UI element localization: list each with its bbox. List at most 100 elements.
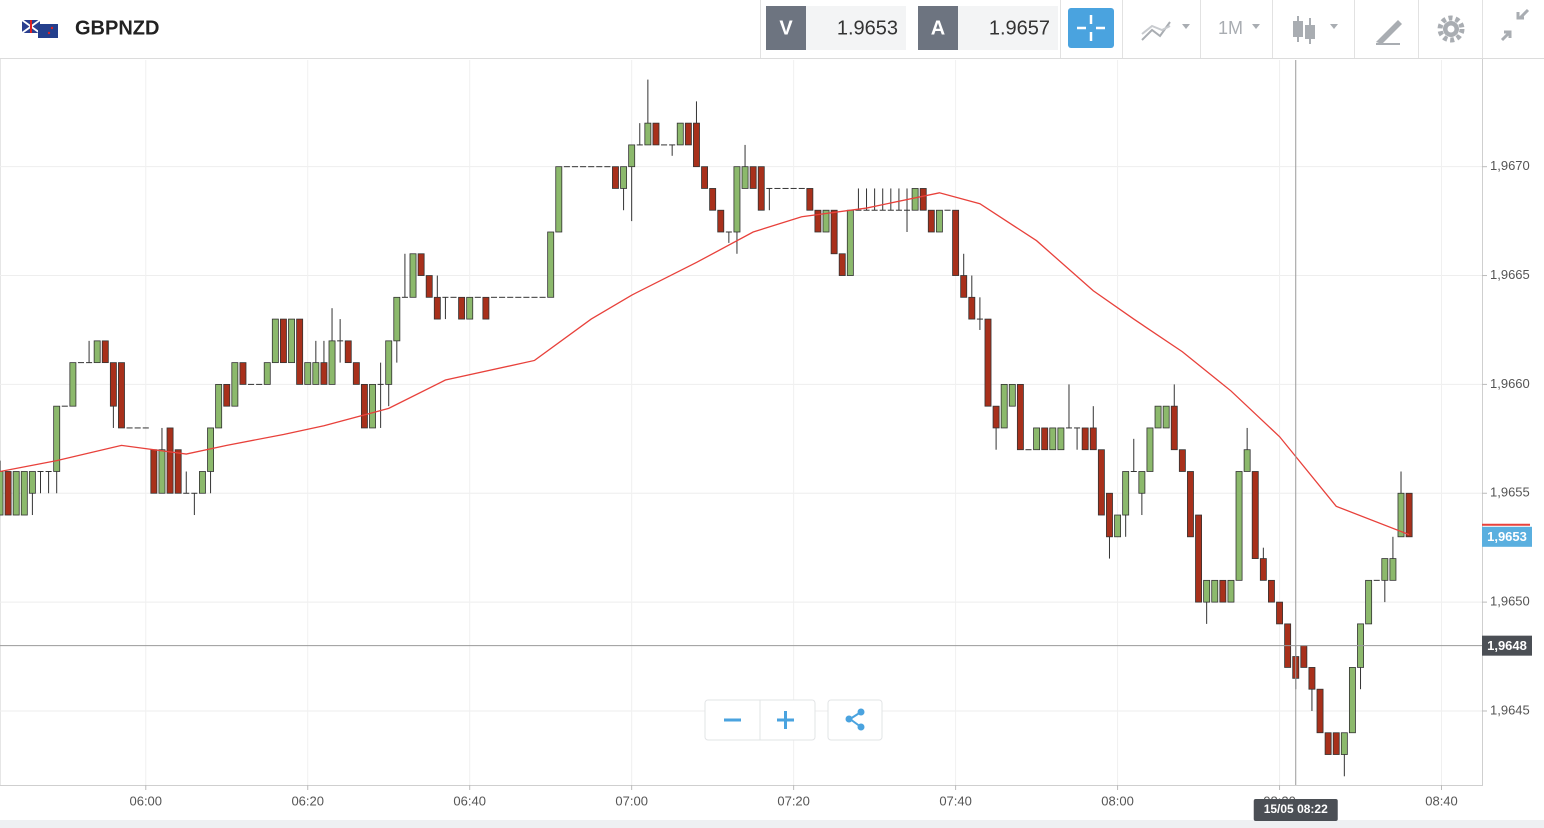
candle-body <box>466 296 474 320</box>
candle-body <box>1332 732 1340 755</box>
candle-body <box>757 166 765 211</box>
candle-body <box>53 405 61 472</box>
candle-body <box>166 427 174 494</box>
candle-body <box>1300 645 1308 668</box>
candle-body <box>701 166 708 189</box>
candle-body <box>968 296 976 320</box>
candle-body <box>960 275 968 298</box>
crosshair-y-badge <box>1482 635 1532 656</box>
candle-body <box>93 340 101 364</box>
candle-body <box>741 166 749 189</box>
candle-body <box>620 166 628 189</box>
bid-badge <box>766 6 806 50</box>
share-button[interactable] <box>827 699 883 741</box>
candle-body <box>814 209 822 233</box>
candle-body <box>733 166 741 233</box>
candle-body <box>1235 471 1243 581</box>
candle-body <box>1340 732 1348 755</box>
candle-body <box>393 296 401 342</box>
candle-body <box>223 383 231 407</box>
ask-label: A <box>931 17 945 39</box>
candle-body <box>304 362 312 385</box>
plot-area <box>0 60 1482 785</box>
symbol: GBPNZD <box>75 17 159 39</box>
candle-body <box>231 362 239 407</box>
candle-body <box>1114 514 1122 538</box>
candle-body <box>280 318 287 364</box>
candle-body <box>352 362 360 385</box>
ask-box <box>958 6 1058 50</box>
candle-body <box>263 362 271 385</box>
candle-body <box>911 188 919 211</box>
x-tick-label: 08:00 <box>1101 793 1134 808</box>
timeframe: 1M <box>1218 18 1243 38</box>
grid <box>0 60 1482 785</box>
zoom-in-button[interactable] <box>777 711 794 729</box>
candle-body <box>1227 579 1235 603</box>
candle-style-button[interactable] <box>1293 16 1338 44</box>
candle-body <box>709 188 717 211</box>
candle-body <box>846 209 854 276</box>
candle-body <box>458 296 466 320</box>
bottom-strip <box>0 820 1544 828</box>
candle-body <box>312 362 320 385</box>
crosshair-button[interactable] <box>1068 8 1114 48</box>
candle-body <box>1276 601 1283 625</box>
candle-body <box>1365 579 1373 625</box>
candle-body <box>0 471 4 516</box>
separator <box>760 0 761 58</box>
candle-body <box>555 166 563 233</box>
timeframe-button[interactable]: 1M <box>1218 18 1260 38</box>
separator <box>1200 0 1201 58</box>
candle-body <box>1033 427 1041 451</box>
candle-body <box>1041 427 1049 451</box>
settings-button[interactable] <box>1437 15 1465 43</box>
x-tick-label: 06:40 <box>453 793 486 808</box>
candle-body <box>1097 449 1105 516</box>
chart-type-button[interactable] <box>1141 21 1190 41</box>
candle-body <box>1138 471 1146 494</box>
candle-body <box>822 209 830 233</box>
drawing-button[interactable] <box>1376 20 1402 45</box>
candle-body <box>547 231 555 298</box>
candle-body <box>1187 471 1194 538</box>
candle-body <box>271 318 279 364</box>
candle-body <box>1049 427 1057 451</box>
crosshair-x-badge <box>1253 799 1338 821</box>
candle-body <box>1122 471 1130 516</box>
x-tick-label: 06:00 <box>129 793 162 808</box>
y-tick-label: 1,9650 <box>1490 594 1530 609</box>
candle-body <box>652 122 660 146</box>
candle-body <box>12 471 20 516</box>
candle-body <box>628 144 636 168</box>
price-marker-badge <box>1482 526 1532 547</box>
ask-badge <box>918 6 958 50</box>
candle-body <box>28 471 36 494</box>
candle-body <box>927 209 935 233</box>
zoom-controls <box>704 699 883 741</box>
moving-average-line <box>0 192 1410 536</box>
candle-body <box>1057 427 1065 451</box>
candle-body <box>952 209 960 276</box>
candle-body <box>360 383 368 429</box>
candle-body <box>344 340 352 364</box>
candle-body <box>1259 558 1267 581</box>
axes: 1,96451,96501,96551,96601,96651,967005:4… <box>0 158 1532 821</box>
candle-body <box>239 362 247 385</box>
candle-body <box>1389 558 1397 581</box>
x-tick-label: 08:40 <box>1425 793 1458 808</box>
y-tick-label: 1,9645 <box>1490 702 1530 717</box>
y-tick-label: 1,9670 <box>1490 158 1530 173</box>
candle-body <box>984 318 992 407</box>
collapse-button[interactable] <box>1500 8 1530 42</box>
candle-body <box>1170 405 1178 451</box>
candle-body <box>288 318 295 364</box>
candle-body <box>4 471 12 516</box>
candle-body <box>1089 427 1097 451</box>
candle-body <box>676 122 684 146</box>
candle-body <box>1106 492 1113 538</box>
separator <box>1354 0 1355 58</box>
separator <box>1122 0 1123 58</box>
flag-icon <box>21 19 58 38</box>
